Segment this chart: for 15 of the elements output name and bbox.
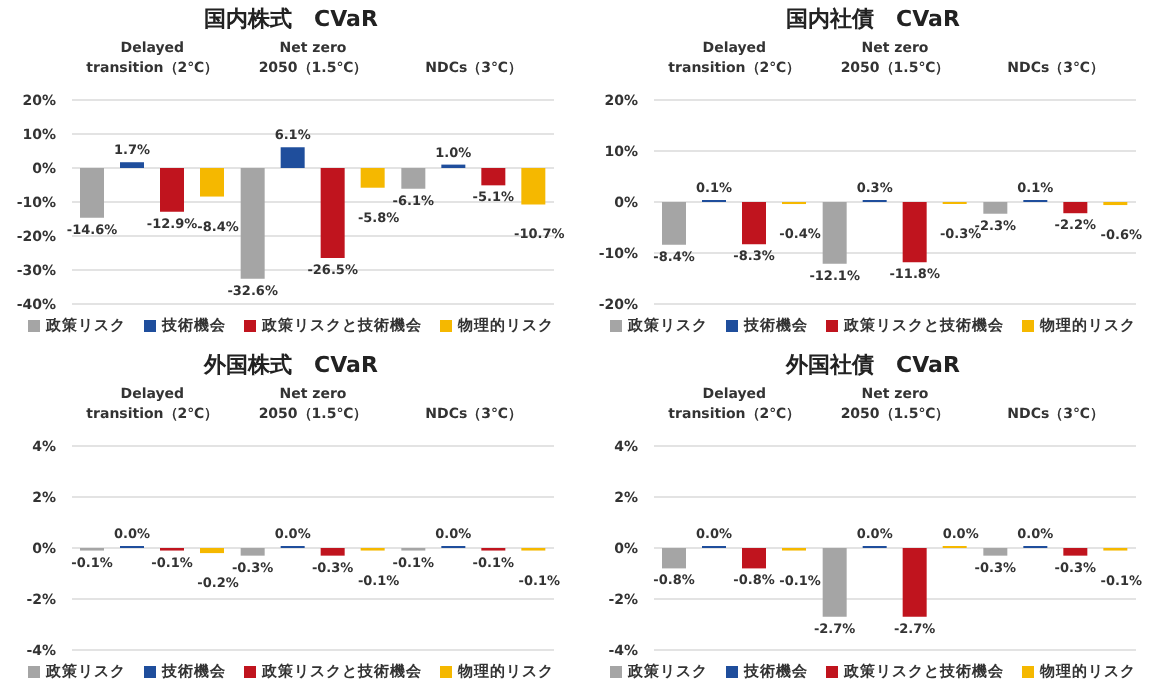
bar <box>481 168 506 186</box>
chart-title: 国内社債 CVaR <box>784 4 962 36</box>
bar <box>521 168 546 205</box>
bar <box>200 168 224 197</box>
bar <box>240 168 265 279</box>
bar <box>80 168 104 218</box>
bar <box>401 168 426 189</box>
bar <box>360 168 385 188</box>
bar <box>120 162 144 168</box>
bar <box>320 168 345 259</box>
bar <box>160 168 184 212</box>
chart-title: 外国社債 CVaR <box>783 349 962 381</box>
chart-title: 国内株式 CVaR <box>202 4 380 36</box>
chart-title: 外国株式 CVaR <box>201 349 380 381</box>
bar <box>280 147 305 168</box>
